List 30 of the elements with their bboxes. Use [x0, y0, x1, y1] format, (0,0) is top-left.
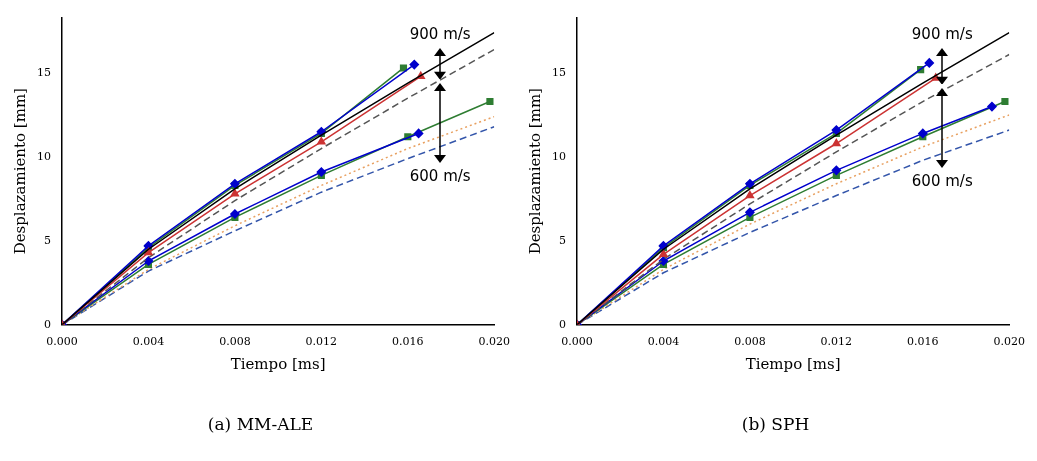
x-tick-label: 0.012: [820, 335, 853, 349]
annotation: 600 m/s: [409, 167, 471, 186]
x-tick-label: 0.016: [392, 335, 424, 349]
y-tick-label: 10: [37, 149, 51, 163]
y-tick-label: 10: [552, 149, 566, 163]
annotation: 900 m/s: [409, 25, 471, 44]
text: (a) MM-ALE: [206, 414, 315, 434]
x-tick-label: 0.000: [561, 335, 593, 349]
x-tick-label: 0.012: [305, 335, 338, 349]
x-axis-title: Tiempo [ms]: [745, 354, 841, 373]
y-tick-label: 15: [552, 65, 566, 79]
text: (b) SPH: [740, 414, 811, 434]
x-tick-label: 0.016: [907, 335, 939, 349]
x-axis-title: Tiempo [ms]: [230, 354, 326, 373]
x-tick-label: 0.020: [993, 335, 1025, 349]
y-tick-label: 0: [44, 317, 51, 331]
x-tick-label: 0.000: [46, 335, 78, 349]
y-tick-label: 15: [37, 65, 51, 79]
y-tick-label: 5: [44, 233, 51, 247]
y-tick-label: 5: [559, 233, 566, 247]
x-tick-label: 0.008: [734, 335, 766, 349]
y-tick-label: 0: [559, 317, 566, 331]
annotation: 600 m/s: [911, 172, 973, 191]
x-tick-label: 0.008: [219, 335, 251, 349]
y-axis-title: Desplazamiento [mm]: [525, 88, 544, 255]
y-axis-title: Desplazamiento [mm]: [10, 88, 29, 255]
x-tick-label: 0.020: [478, 335, 510, 349]
annotation: 900 m/s: [911, 25, 973, 44]
x-tick-label: 0.004: [647, 335, 680, 349]
x-tick-label: 0.004: [132, 335, 165, 349]
